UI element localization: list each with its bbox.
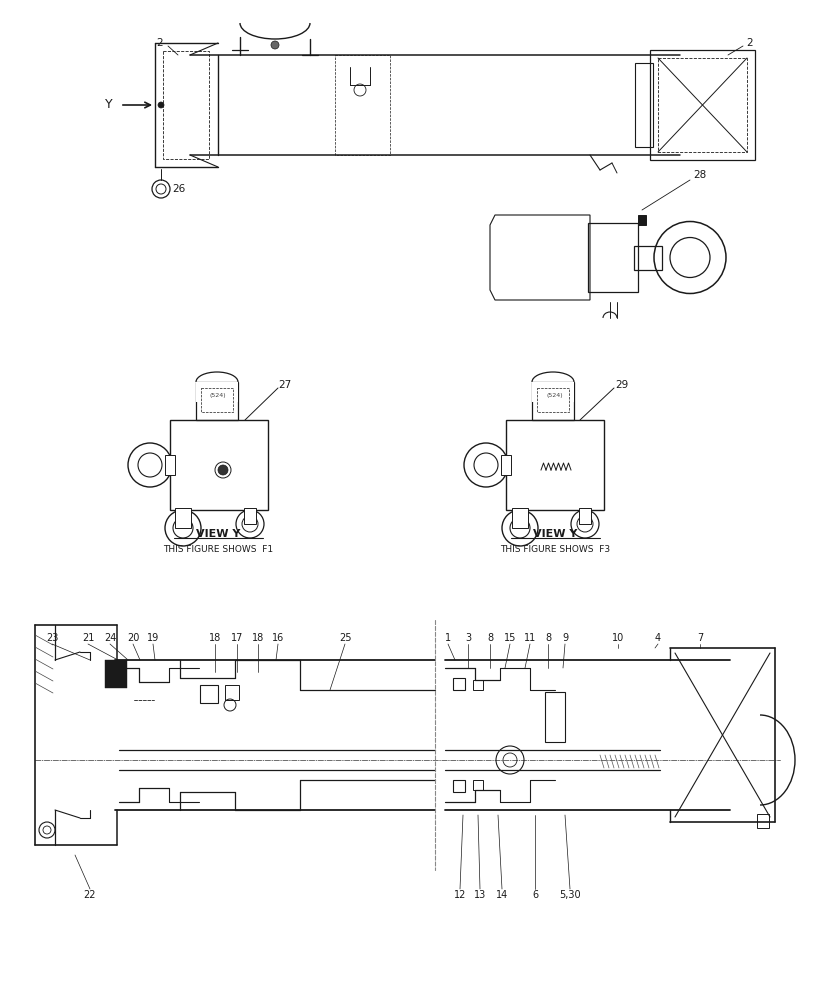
Bar bbox=[200, 685, 218, 703]
Polygon shape bbox=[490, 215, 590, 300]
Bar bbox=[537, 388, 569, 412]
Text: 26: 26 bbox=[172, 184, 185, 194]
Text: 16: 16 bbox=[272, 633, 284, 643]
Bar bbox=[473, 680, 483, 690]
Text: 14: 14 bbox=[496, 890, 508, 900]
Bar bbox=[579, 508, 591, 524]
Text: 24: 24 bbox=[104, 633, 116, 643]
Circle shape bbox=[218, 465, 228, 475]
Text: VIEW Y: VIEW Y bbox=[533, 529, 577, 539]
Text: 2: 2 bbox=[157, 38, 163, 48]
Bar bbox=[163, 51, 209, 159]
Bar bbox=[532, 382, 574, 420]
Text: 11: 11 bbox=[524, 633, 536, 643]
Polygon shape bbox=[105, 660, 127, 688]
Text: 12: 12 bbox=[454, 890, 466, 900]
Text: 2: 2 bbox=[747, 38, 753, 48]
Text: 5,30: 5,30 bbox=[559, 890, 581, 900]
Text: 18: 18 bbox=[252, 633, 264, 643]
Text: 13: 13 bbox=[474, 890, 486, 900]
Bar bbox=[658, 58, 747, 152]
Circle shape bbox=[271, 41, 279, 49]
Text: 22: 22 bbox=[84, 890, 96, 900]
Bar bbox=[650, 50, 755, 160]
Bar bbox=[635, 63, 653, 147]
Circle shape bbox=[158, 102, 164, 108]
Text: 23: 23 bbox=[46, 633, 58, 643]
Text: 3: 3 bbox=[465, 633, 471, 643]
Bar bbox=[244, 508, 256, 524]
Text: 10: 10 bbox=[612, 633, 624, 643]
Bar bbox=[512, 508, 528, 528]
Bar bbox=[225, 685, 239, 700]
Text: 17: 17 bbox=[231, 633, 243, 643]
Bar bbox=[757, 814, 769, 828]
Text: 1: 1 bbox=[445, 633, 451, 643]
Text: VIEW Y: VIEW Y bbox=[196, 529, 240, 539]
Bar bbox=[638, 215, 646, 225]
Text: 9: 9 bbox=[562, 633, 568, 643]
Text: 4: 4 bbox=[655, 633, 661, 643]
Bar bbox=[545, 692, 565, 742]
Bar bbox=[506, 420, 604, 510]
Text: 19: 19 bbox=[147, 633, 159, 643]
Text: (524): (524) bbox=[210, 393, 226, 398]
Bar bbox=[634, 245, 662, 269]
Bar bbox=[453, 678, 465, 690]
Bar bbox=[165, 455, 175, 475]
Text: 21: 21 bbox=[82, 633, 94, 643]
Bar bbox=[453, 780, 465, 792]
Bar bbox=[196, 382, 238, 402]
Bar bbox=[175, 508, 191, 528]
Bar bbox=[335, 55, 390, 155]
Bar bbox=[501, 455, 511, 475]
Text: 6: 6 bbox=[532, 890, 538, 900]
Bar bbox=[473, 780, 483, 790]
Text: Y: Y bbox=[105, 99, 113, 111]
Text: 20: 20 bbox=[126, 633, 140, 643]
Bar bbox=[201, 388, 233, 412]
Bar bbox=[170, 420, 268, 510]
Bar bbox=[532, 382, 574, 402]
Text: THIS FIGURE SHOWS  F3: THIS FIGURE SHOWS F3 bbox=[500, 544, 610, 554]
Text: THIS FIGURE SHOWS  F1: THIS FIGURE SHOWS F1 bbox=[163, 544, 273, 554]
Bar bbox=[196, 382, 238, 420]
Text: 25: 25 bbox=[339, 633, 351, 643]
Text: (524): (524) bbox=[547, 393, 563, 398]
Text: 27: 27 bbox=[278, 380, 291, 390]
Text: 7: 7 bbox=[697, 633, 703, 643]
Text: 29: 29 bbox=[615, 380, 628, 390]
Text: 18: 18 bbox=[209, 633, 221, 643]
Text: 28: 28 bbox=[694, 170, 707, 180]
Bar bbox=[588, 223, 638, 292]
Text: 15: 15 bbox=[503, 633, 517, 643]
Text: 8: 8 bbox=[487, 633, 493, 643]
Text: 8: 8 bbox=[545, 633, 551, 643]
